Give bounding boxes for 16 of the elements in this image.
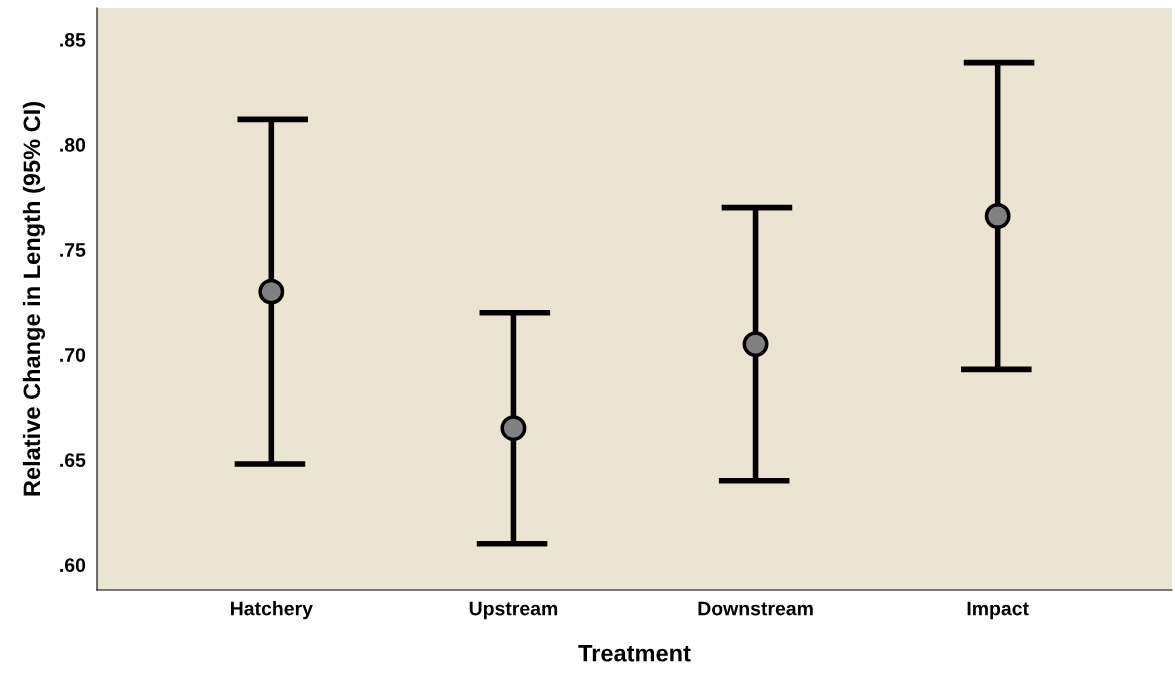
y-tick-label: .70 [60,348,86,362]
point [984,203,1011,229]
x-axis-title: Treatment [578,645,691,662]
y-tick-label: .60 [60,558,86,573]
y-tick-label: .80 [60,138,86,152]
point [258,278,285,305]
x-tick-label: Impact [967,601,1029,620]
point [742,331,769,358]
x-tick-label: Hatchery [231,601,313,620]
y-tick-label: .65 [60,453,86,467]
x-tick-label: Upstream [469,601,558,620]
x-tick-label: Downstream [698,601,813,616]
y-axis-title: Relative Change in Length (95% CI) [22,102,45,496]
y-tick-label: .85 [60,32,86,47]
point [500,415,527,442]
y-tick-label: .75 [60,243,86,257]
